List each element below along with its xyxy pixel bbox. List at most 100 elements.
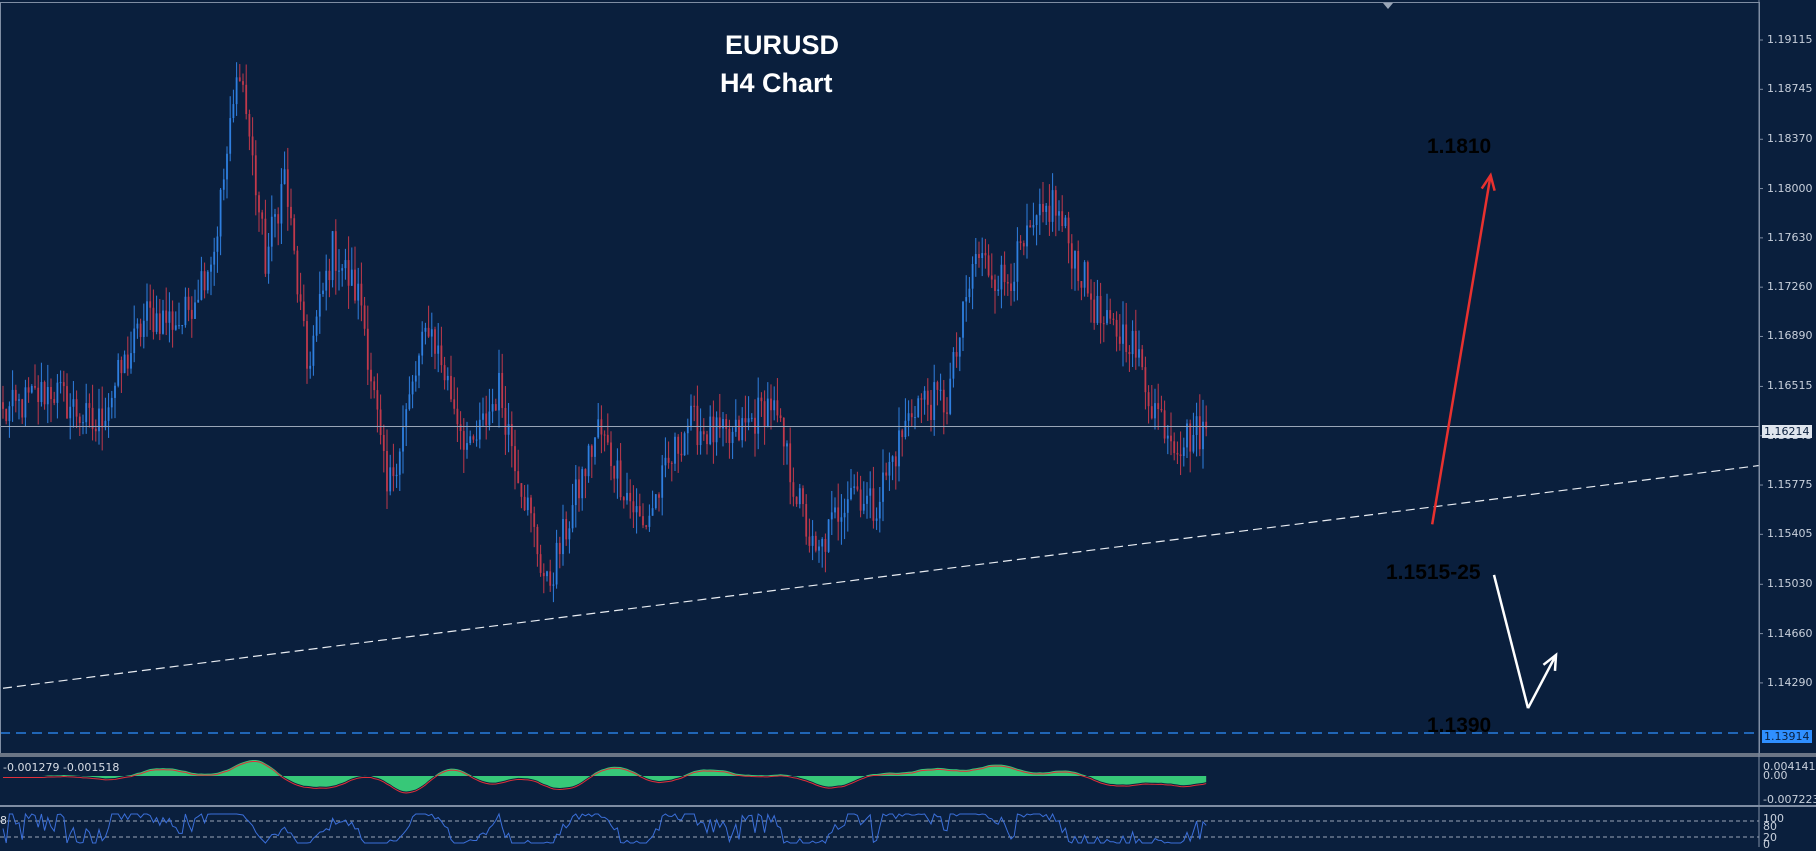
candle-body [898,430,900,467]
candle-body [1074,251,1076,269]
candle-body [450,375,452,400]
candle-body [821,538,824,547]
candle-body [606,434,609,443]
candle-body [8,406,11,422]
price-tick-label: 1.14290 [1767,675,1813,689]
candle-body [56,382,59,403]
candle-body [238,77,241,82]
candle-body [747,418,750,423]
candle-body [437,345,440,354]
candle-body [757,397,760,434]
candle-body [206,271,209,291]
candle-body [398,451,401,475]
candle-body [965,297,968,302]
candle-body [552,584,555,586]
candle-body [824,538,827,552]
candle-body [421,331,424,356]
candle-body [920,398,923,400]
candle-body [702,431,705,435]
stochastic-line [2,812,1207,845]
price-tick-label: 1.19115 [1767,33,1813,46]
candle-body [648,515,651,527]
candle-body [782,417,785,447]
candle-body [270,216,273,247]
candle-body [40,382,43,403]
candle-body [162,310,164,334]
candle-body [1173,441,1176,454]
candle-body [798,488,801,505]
candle-body [478,419,481,440]
candle-body [347,260,350,286]
candle-body [763,401,766,427]
candle-body [107,407,110,421]
candle-body [62,382,65,387]
candle-body [869,488,872,496]
candle-body [299,294,302,302]
candle-body [1077,251,1080,282]
candle-body [197,299,200,303]
candle-body [955,352,958,357]
candle-body [792,482,795,497]
candle-body [14,389,17,401]
rising-trendline [2,464,1760,689]
candle-body [315,316,318,336]
price-tick-label: 1.17630 [1767,230,1813,244]
candle-body [706,434,708,445]
candle-body [152,307,155,332]
candle-body [309,365,312,369]
candle-body [242,81,244,85]
candle-body [504,407,507,435]
candle-body [971,264,974,289]
candle-body [837,507,840,522]
candle-body [18,399,20,401]
candle-body [603,434,606,436]
candle-body [312,335,315,366]
candle-body [914,417,916,419]
candle-body [878,501,881,519]
candle-body [1134,330,1137,358]
candle-body [155,313,158,332]
candle-body [283,169,286,185]
candle-body [520,483,523,497]
candle-body [946,412,948,414]
candle-body [258,195,260,213]
candle-body [296,250,299,295]
candle-body [126,354,129,369]
candle-body [1016,241,1019,282]
candle-body [130,353,132,369]
candle-body [789,443,792,483]
candle-body [936,382,939,390]
candle-body [1019,241,1022,244]
candle-body [510,424,513,447]
candle-body [760,397,763,402]
candle-body [69,406,72,419]
candle-body [280,184,283,224]
candle-body [53,399,56,403]
candle-body [696,405,699,446]
candle-body [1195,416,1198,435]
candle-body [859,489,862,511]
candle-body [190,309,193,319]
bullish-arrow-shaft [1430,175,1492,525]
candle-body [725,419,728,429]
candle-body [990,275,993,280]
price-tick-label: 1.15030 [1767,577,1813,591]
candle-body [1192,434,1195,452]
candle-body [469,436,472,444]
annotation-target-1390: 1.1390 [1427,714,1492,737]
candle-body [1054,190,1057,216]
candle-body [245,84,248,115]
price-tick-label: 1.14660 [1767,626,1813,640]
candle-body [424,327,427,332]
chart-subtitle: H4 Chart [720,68,833,98]
candle-body [475,439,478,441]
candle-body [350,269,353,286]
candle-body [834,507,836,513]
candle-body [738,419,740,441]
candle-body [546,571,548,577]
candle-body [485,413,488,426]
candle-body [216,236,219,252]
candle-body [306,321,308,369]
candle-body [1102,323,1105,325]
candle-body [1112,318,1115,320]
